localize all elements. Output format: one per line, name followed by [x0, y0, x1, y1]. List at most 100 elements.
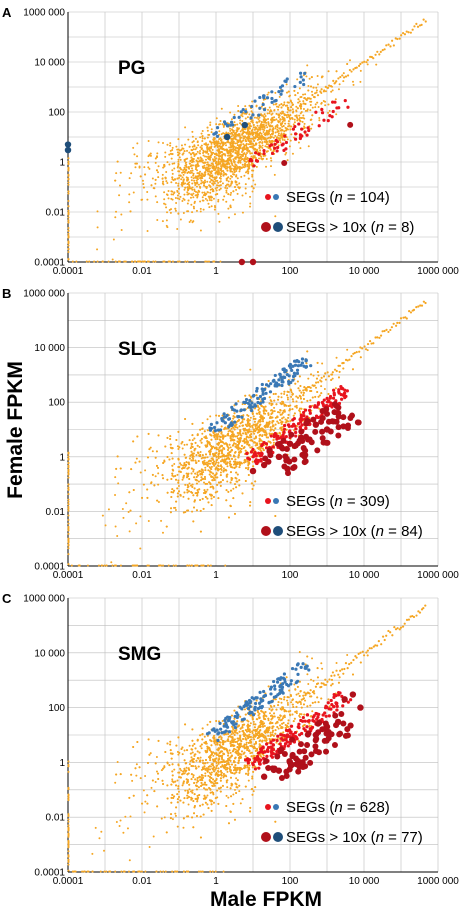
gene-point	[201, 468, 203, 470]
gene-point	[221, 449, 223, 451]
gene-point	[207, 501, 209, 503]
y-tick-label: 0.0001	[34, 258, 65, 269]
gene-point	[376, 51, 378, 53]
gene-point	[205, 168, 207, 170]
gene-point	[327, 103, 329, 105]
gene-point	[219, 163, 221, 165]
gene-point	[177, 194, 179, 196]
gene-point	[238, 127, 240, 129]
gene-point	[238, 466, 240, 468]
gene-point	[201, 140, 203, 142]
gene-point	[241, 425, 243, 427]
gene-point	[317, 362, 319, 364]
gene-point	[192, 439, 194, 441]
gene-point	[210, 196, 212, 198]
seg-female-point	[262, 96, 265, 99]
gene-point	[170, 153, 172, 155]
gene-point	[225, 443, 227, 445]
gene-point	[337, 77, 339, 79]
gene-point	[132, 440, 134, 442]
gene-point	[140, 175, 142, 177]
gene-point	[248, 166, 250, 168]
gene-point	[252, 190, 254, 192]
gene-point	[184, 418, 186, 420]
gene-point	[230, 505, 232, 507]
gene-point	[220, 460, 222, 462]
gene-point	[216, 443, 218, 445]
seg-male-point	[337, 106, 340, 109]
gene-point	[148, 565, 150, 567]
gene-point	[270, 114, 272, 116]
gene-point	[208, 481, 210, 483]
gene-point	[222, 479, 224, 481]
gene-point	[251, 174, 253, 176]
gene-point	[230, 206, 232, 208]
gene-point	[287, 398, 289, 400]
gene-point	[385, 44, 387, 46]
gene-point	[297, 387, 299, 389]
gene-point	[167, 190, 169, 192]
gene-point	[279, 120, 281, 122]
gene-point	[367, 343, 369, 345]
gene-point	[255, 435, 257, 437]
gene-point	[182, 153, 184, 155]
gene-point	[245, 132, 247, 134]
gene-point	[279, 409, 281, 411]
gene-point	[301, 111, 303, 113]
gene-point	[234, 132, 236, 134]
gene-point	[179, 149, 181, 151]
gene-point	[166, 526, 168, 528]
gene-point	[242, 140, 244, 142]
gene-point	[259, 121, 261, 123]
gene-point	[227, 462, 229, 464]
gene-point	[220, 172, 222, 174]
gene-point	[184, 484, 186, 486]
gene-point	[203, 460, 205, 462]
gene-point	[216, 189, 218, 191]
gene-point	[68, 251, 70, 253]
gene-point	[235, 168, 237, 170]
gene-point	[320, 385, 322, 387]
gene-point	[253, 433, 255, 435]
gene-point	[393, 44, 395, 46]
gene-point	[156, 156, 158, 158]
gene-point	[242, 158, 244, 160]
gene-point	[238, 432, 240, 434]
gene-point	[210, 449, 212, 451]
gene-point	[402, 32, 404, 34]
gene-point	[210, 451, 212, 453]
gene-point	[242, 194, 244, 196]
gene-point	[265, 406, 267, 408]
gene-point	[302, 389, 304, 391]
gene-point	[209, 167, 211, 169]
gene-point	[169, 142, 171, 144]
gene-point	[218, 447, 220, 449]
seg-female-point	[300, 75, 303, 78]
gene-point	[230, 170, 232, 172]
gene-point	[245, 166, 247, 168]
gene-point	[249, 128, 251, 130]
legend-label: SEGs > 10x (n = 8)	[286, 219, 414, 236]
gene-point	[400, 317, 402, 319]
gene-point	[226, 178, 228, 180]
gene-point	[216, 117, 218, 119]
gene-point	[245, 461, 247, 463]
gene-point	[211, 167, 213, 169]
gene-point	[269, 396, 271, 398]
gene-point	[220, 433, 222, 435]
gene-point	[223, 159, 225, 161]
gene-point	[177, 213, 179, 215]
gene-point	[238, 441, 240, 443]
gene-point	[307, 89, 309, 91]
gene-point	[238, 157, 240, 159]
gene-point	[114, 476, 116, 478]
gene-point	[319, 394, 321, 396]
gene-point	[211, 170, 213, 172]
gene-point	[257, 125, 259, 127]
gene-point	[222, 182, 224, 184]
gene-point	[128, 491, 130, 493]
gene-point	[191, 486, 193, 488]
gene-point	[162, 532, 164, 534]
gene-point	[209, 177, 211, 179]
